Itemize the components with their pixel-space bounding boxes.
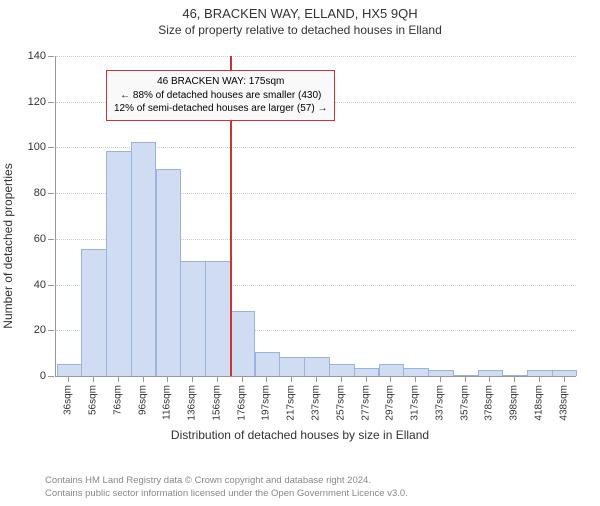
x-tick xyxy=(366,377,367,382)
x-tick-label: 297sqm xyxy=(385,385,396,421)
y-tick xyxy=(48,330,54,331)
bar xyxy=(230,311,256,376)
bar xyxy=(428,370,454,376)
x-tick xyxy=(266,377,267,382)
y-tick xyxy=(48,376,54,377)
y-tick-label: 60 xyxy=(34,233,46,245)
x-tick-label: 116sqm xyxy=(162,385,173,420)
x-tick-label: 56sqm xyxy=(88,385,99,415)
x-tick xyxy=(440,377,441,382)
x-tick xyxy=(217,377,218,382)
x-tick-label: 96sqm xyxy=(137,385,148,415)
bar xyxy=(180,261,206,376)
x-tick-label: 156sqm xyxy=(211,385,222,421)
bar xyxy=(279,357,305,376)
bar xyxy=(552,370,578,376)
x-tick-label: 438sqm xyxy=(558,385,569,421)
page-title: 46, BRACKEN WAY, ELLAND, HX5 9QH xyxy=(0,6,600,21)
bar xyxy=(57,364,83,376)
bar xyxy=(255,352,281,376)
bar xyxy=(304,357,330,376)
x-tick xyxy=(192,377,193,382)
bar xyxy=(403,368,429,376)
y-tick xyxy=(48,56,54,57)
plot-area: 02040608010012014036sqm56sqm76sqm96sqm11… xyxy=(55,56,576,377)
page-subtitle: Size of property relative to detached ho… xyxy=(0,23,600,37)
annotation-line-0: 46 BRACKEN WAY: 175sqm xyxy=(114,75,327,89)
bar xyxy=(106,151,132,376)
x-tick xyxy=(143,377,144,382)
y-tick-label: 0 xyxy=(40,370,46,382)
bar xyxy=(478,370,504,376)
y-tick-label: 120 xyxy=(28,96,46,108)
y-tick-label: 100 xyxy=(28,141,46,153)
annotation-line-2: 12% of semi-detached houses are larger (… xyxy=(114,102,327,116)
x-tick xyxy=(118,377,119,382)
x-tick xyxy=(564,377,565,382)
footer-attribution: Contains HM Land Registry data © Crown c… xyxy=(45,475,408,500)
x-tick-label: 337sqm xyxy=(434,385,445,421)
x-tick-label: 277sqm xyxy=(360,385,371,421)
x-tick xyxy=(390,377,391,382)
x-tick-label: 217sqm xyxy=(286,385,297,421)
x-tick-label: 197sqm xyxy=(261,385,272,421)
x-tick xyxy=(167,377,168,382)
bar xyxy=(131,142,157,376)
footer-line-1: Contains HM Land Registry data © Crown c… xyxy=(45,475,408,487)
x-tick-label: 357sqm xyxy=(459,385,470,421)
x-tick-label: 237sqm xyxy=(311,385,322,421)
y-tick-label: 80 xyxy=(34,187,46,199)
x-tick-label: 36sqm xyxy=(63,385,74,415)
y-tick-label: 140 xyxy=(28,50,46,62)
footer-line-2: Contains public sector information licen… xyxy=(45,488,408,500)
bar xyxy=(354,368,380,376)
annotation-line-1: ← 88% of detached houses are smaller (43… xyxy=(114,89,327,103)
x-tick xyxy=(539,377,540,382)
y-tick-label: 40 xyxy=(34,279,46,291)
chart-container: Number of detached properties 0204060801… xyxy=(0,46,600,446)
x-tick-label: 136sqm xyxy=(187,385,198,421)
y-tick xyxy=(48,193,54,194)
x-tick xyxy=(489,377,490,382)
annotation-box: 46 BRACKEN WAY: 175sqm← 88% of detached … xyxy=(106,70,335,121)
bar xyxy=(156,169,182,376)
x-tick-label: 378sqm xyxy=(484,385,495,421)
bar xyxy=(379,364,405,376)
y-tick xyxy=(48,239,54,240)
x-tick xyxy=(415,377,416,382)
x-tick xyxy=(93,377,94,382)
bar xyxy=(329,364,355,376)
y-tick-label: 20 xyxy=(34,324,46,336)
bar xyxy=(205,261,231,376)
bar xyxy=(453,375,479,376)
x-tick xyxy=(341,377,342,382)
x-tick-label: 176sqm xyxy=(236,385,247,421)
x-tick xyxy=(242,377,243,382)
y-tick xyxy=(48,102,54,103)
y-tick xyxy=(48,147,54,148)
x-tick-label: 317sqm xyxy=(410,385,421,421)
bar xyxy=(81,249,107,376)
bar xyxy=(527,370,553,376)
x-tick xyxy=(316,377,317,382)
x-tick-label: 76sqm xyxy=(112,385,123,415)
x-tick xyxy=(514,377,515,382)
x-tick-label: 398sqm xyxy=(509,385,520,421)
gridline xyxy=(56,56,576,57)
x-axis-label: Distribution of detached houses by size … xyxy=(0,428,600,442)
y-axis-label: Number of detached properties xyxy=(1,163,15,328)
x-tick-label: 257sqm xyxy=(335,385,346,421)
x-tick-label: 418sqm xyxy=(533,385,544,421)
y-tick xyxy=(48,285,54,286)
bar xyxy=(502,375,528,376)
x-tick xyxy=(465,377,466,382)
x-tick xyxy=(291,377,292,382)
x-tick xyxy=(68,377,69,382)
